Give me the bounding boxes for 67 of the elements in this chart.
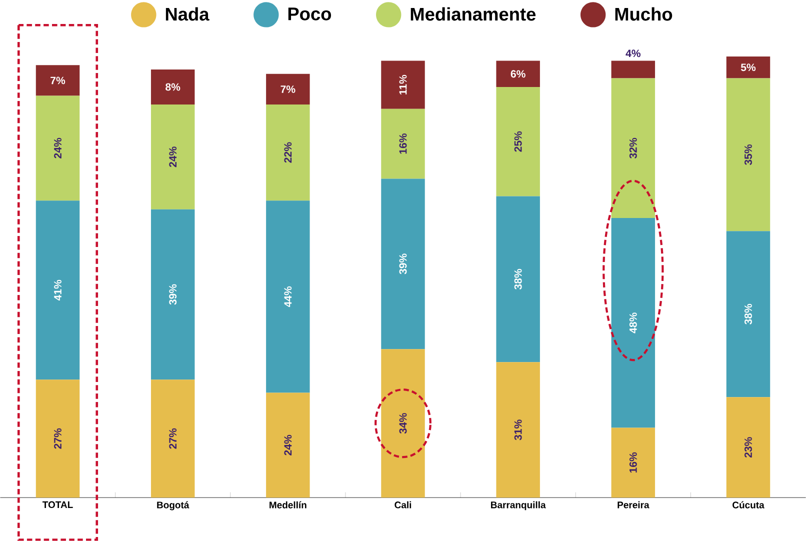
data-label: 22% (284, 142, 292, 163)
data-label: 5% (740, 64, 756, 72)
data-label: 44% (284, 286, 292, 308)
data-label: 16% (399, 134, 407, 154)
data-label: 8% (166, 83, 180, 91)
bar (611, 78, 656, 218)
data-label: 6% (510, 70, 526, 78)
data-label: 38% (514, 268, 522, 290)
bar (150, 380, 195, 498)
data-label: 38% (744, 304, 752, 324)
x-tick-label: Barranquilla (491, 501, 546, 510)
bar (150, 70, 195, 105)
bar (36, 96, 80, 201)
bar (36, 380, 80, 498)
bar (726, 56, 770, 78)
legend-label: Mucho (615, 7, 672, 21)
legend-label: Poco (288, 8, 332, 20)
data-label: 31% (514, 420, 522, 440)
data-label: 24% (284, 434, 292, 456)
bar (496, 60, 540, 88)
bar (266, 392, 310, 498)
bar (266, 104, 310, 201)
data-label: 24% (169, 146, 177, 168)
data-label: 23% (744, 437, 752, 458)
data-label: 39% (399, 254, 407, 274)
bar (496, 87, 540, 196)
bar (611, 60, 656, 78)
bar (381, 60, 425, 109)
data-label: 7% (280, 86, 296, 93)
x-tick-label: Medellín (270, 501, 306, 508)
bar (150, 104, 195, 210)
data-label: 34% (399, 413, 407, 434)
bar (266, 74, 310, 105)
bar (611, 428, 656, 498)
data-label: 25% (514, 131, 522, 152)
data-label: 32% (629, 138, 637, 158)
bar (381, 108, 425, 179)
x-tick-label: Pereira (618, 501, 650, 508)
data-label: 48% (629, 312, 637, 334)
bar (381, 349, 425, 498)
bar (726, 231, 770, 398)
data-label: 35% (744, 144, 752, 166)
bar (381, 178, 425, 350)
legend-label: Medianamente (410, 7, 536, 21)
bar (36, 65, 80, 96)
bar (496, 362, 540, 498)
x-tick-label: Bogotá (157, 501, 190, 510)
bar (266, 200, 310, 393)
data-label: 27% (169, 428, 177, 449)
x-tick-label: Cali (394, 501, 412, 508)
bar (496, 196, 540, 362)
data-label: 39% (169, 284, 177, 305)
data-label: 7% (50, 76, 66, 84)
data-label: 4% (626, 50, 640, 58)
legend-label: Nada (166, 7, 210, 21)
x-tick-label: Cúcuta (732, 501, 764, 508)
data-label: 24% (54, 138, 62, 158)
bar (150, 209, 195, 380)
data-label: 11% (399, 74, 407, 94)
bar (36, 200, 80, 380)
data-label: 27% (54, 428, 62, 449)
bar (611, 218, 656, 428)
data-label: 16% (629, 452, 637, 473)
bar (726, 78, 770, 232)
data-label: 41% (54, 280, 62, 301)
bar (726, 397, 770, 498)
x-tick-label: TOTAL (42, 501, 73, 508)
